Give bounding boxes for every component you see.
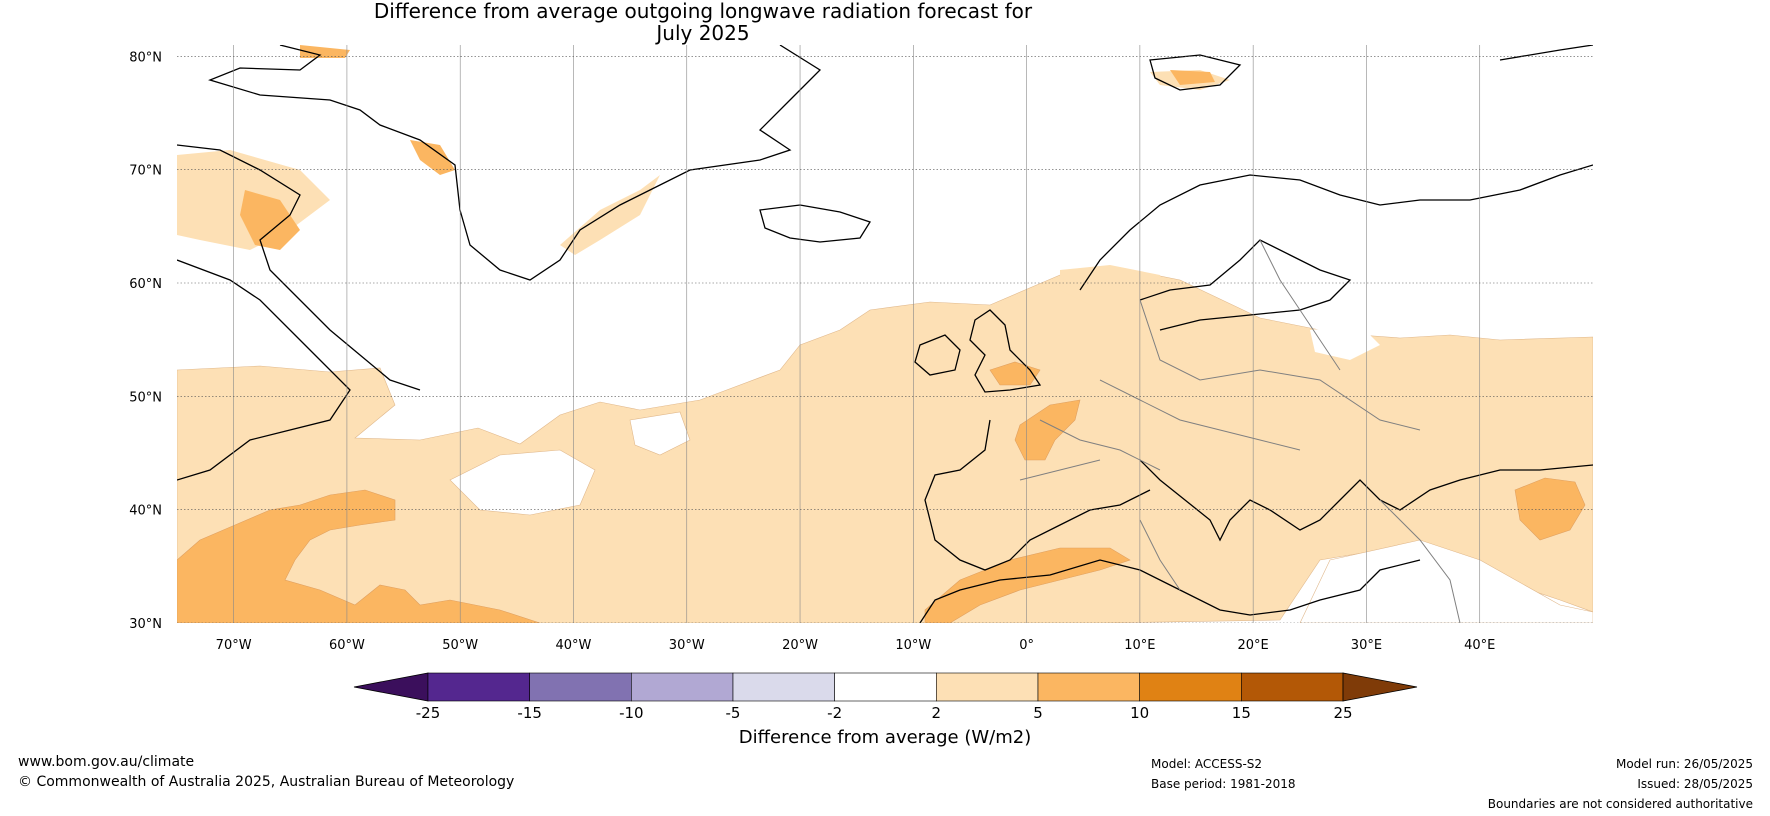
anomaly-region-france: [1014, 399, 1081, 461]
colorbar-extend-high: [1342, 672, 1418, 702]
border-6: [1379, 499, 1461, 623]
colorbar-tick-label: 10: [1130, 704, 1149, 722]
anomaly-region-baffin-east: [240, 190, 300, 250]
latitude-label: 80°N: [129, 50, 162, 65]
latitude-label: 70°N: [129, 164, 162, 179]
issued-text: Issued: 28/05/2025: [1637, 777, 1753, 791]
longitude-label: 10°W: [895, 638, 931, 653]
website-link[interactable]: www.bom.gov.au/climate: [18, 754, 195, 770]
colorbar-segment: [1139, 672, 1242, 702]
boundaries-disclaimer: Boundaries are not considered authoritat…: [1487, 797, 1753, 811]
colorbar-tick-label: -15: [517, 704, 542, 722]
latitude-labels: 80°N 70°N 60°N 50°N 40°N 30°N: [129, 50, 162, 632]
border-3: [1259, 239, 1341, 371]
coast-labrador: [177, 259, 351, 481]
model-run-text: Model run: 26/05/2025: [1615, 757, 1753, 771]
anomaly-region-svalbard-dark: [1170, 70, 1215, 85]
colorbar-tick-label: 25: [1333, 704, 1352, 722]
longitude-label: 20°W: [782, 638, 818, 653]
anomaly-region-greenland-east: [560, 175, 660, 255]
longitude-label: 10°E: [1124, 638, 1155, 653]
colorbar-segment: [529, 672, 632, 702]
longitude-label: 30°W: [669, 638, 705, 653]
anomaly-region-greenland-fjord: [410, 140, 455, 175]
coast-ireland: [914, 334, 961, 376]
longitude-label: 0°: [1019, 638, 1034, 653]
border-1: [1139, 299, 1421, 431]
colorbar-tick-label: 5: [1033, 704, 1043, 722]
colorbar-tick-label: -2: [827, 704, 842, 722]
colorbar: [353, 672, 1418, 702]
border-4: [1099, 379, 1301, 451]
title-line1: Difference from average outgoing longwav…: [373, 0, 1033, 23]
map-area: [177, 45, 1593, 623]
anomaly-5-10-regions: [177, 45, 1586, 623]
border-5: [1019, 459, 1101, 481]
longitude-label: 70°W: [216, 638, 252, 653]
colorbar-tick-label: -25: [416, 704, 441, 722]
colorbar-segment: [1241, 672, 1344, 702]
border-7: [1139, 519, 1181, 591]
copyright-text: © Commonwealth of Australia 2025, Austra…: [18, 774, 515, 790]
national-borders: [1019, 239, 1461, 623]
coast-svalbard: [1149, 54, 1242, 91]
anomaly-region-arctic-nw: [300, 45, 350, 58]
colorbar-extend-low: [353, 672, 429, 702]
colorbar-segment: [834, 672, 937, 702]
anomaly-region-subtropical-atlantic: [177, 489, 541, 623]
near-average-hole-2: [629, 411, 691, 456]
coast-britain: [969, 309, 1042, 393]
colorbar-tick-label: -5: [726, 704, 741, 722]
title-line2: July 2025: [656, 21, 750, 45]
colorbar-tick-label: -10: [619, 704, 644, 722]
coast-baltic: [1139, 239, 1352, 331]
coast-italy-balkans: [1139, 459, 1593, 542]
coast-iceland: [759, 204, 871, 243]
model-text: Model: ACCESS-S2: [1151, 757, 1263, 771]
colorbar-tick-label: 15: [1232, 704, 1251, 722]
latitude-label: 30°N: [129, 617, 162, 632]
anomaly-region-caucasus: [1514, 477, 1586, 541]
near-average-hole-1: [449, 449, 596, 516]
longitude-label: 50°W: [442, 638, 478, 653]
colorbar-labels: -25 -15 -10 -5 -2 2 5 10 15 25: [416, 704, 1353, 722]
coast-iberia-france: [924, 419, 1151, 571]
latitude-label: 50°N: [129, 390, 162, 405]
coast-greenland: [208, 45, 822, 281]
coast-novaya-zemlya: [1499, 45, 1593, 61]
near-average-hole-3: [1299, 539, 1593, 623]
colorbar-segment: [427, 672, 530, 702]
colorbar-segment: [732, 672, 835, 702]
coastlines: [177, 45, 1593, 623]
coast-norway-sweden: [1079, 164, 1593, 291]
legend-title: Difference from average (W/m2): [738, 727, 1032, 748]
longitude-labels: 70°W 60°W 50°W 40°W 30°W 20°W 10°W 0° 10°E 20°E 30…: [216, 638, 1496, 653]
longitude-label: 20°E: [1238, 638, 1269, 653]
longitude-label: 40°E: [1464, 638, 1495, 653]
colorbar-segment: [936, 672, 1039, 702]
near-average-holes: [449, 325, 1593, 623]
coast-baffin: [177, 144, 421, 391]
colorbar-segment: [631, 672, 734, 702]
colorbar-tick-label: 2: [932, 704, 942, 722]
longitude-label: 60°W: [329, 638, 365, 653]
chart-title: Difference from average outgoing longwav…: [0, 0, 1418, 44]
longitude-label: 30°E: [1351, 638, 1382, 653]
latitude-label: 40°N: [129, 504, 162, 519]
latitude-label: 60°N: [129, 277, 162, 292]
base-period-text: Base period: 1981-2018: [1151, 777, 1296, 791]
longitude-label: 40°W: [556, 638, 592, 653]
colorbar-segment: [1037, 672, 1140, 702]
graticule: [177, 45, 1593, 623]
